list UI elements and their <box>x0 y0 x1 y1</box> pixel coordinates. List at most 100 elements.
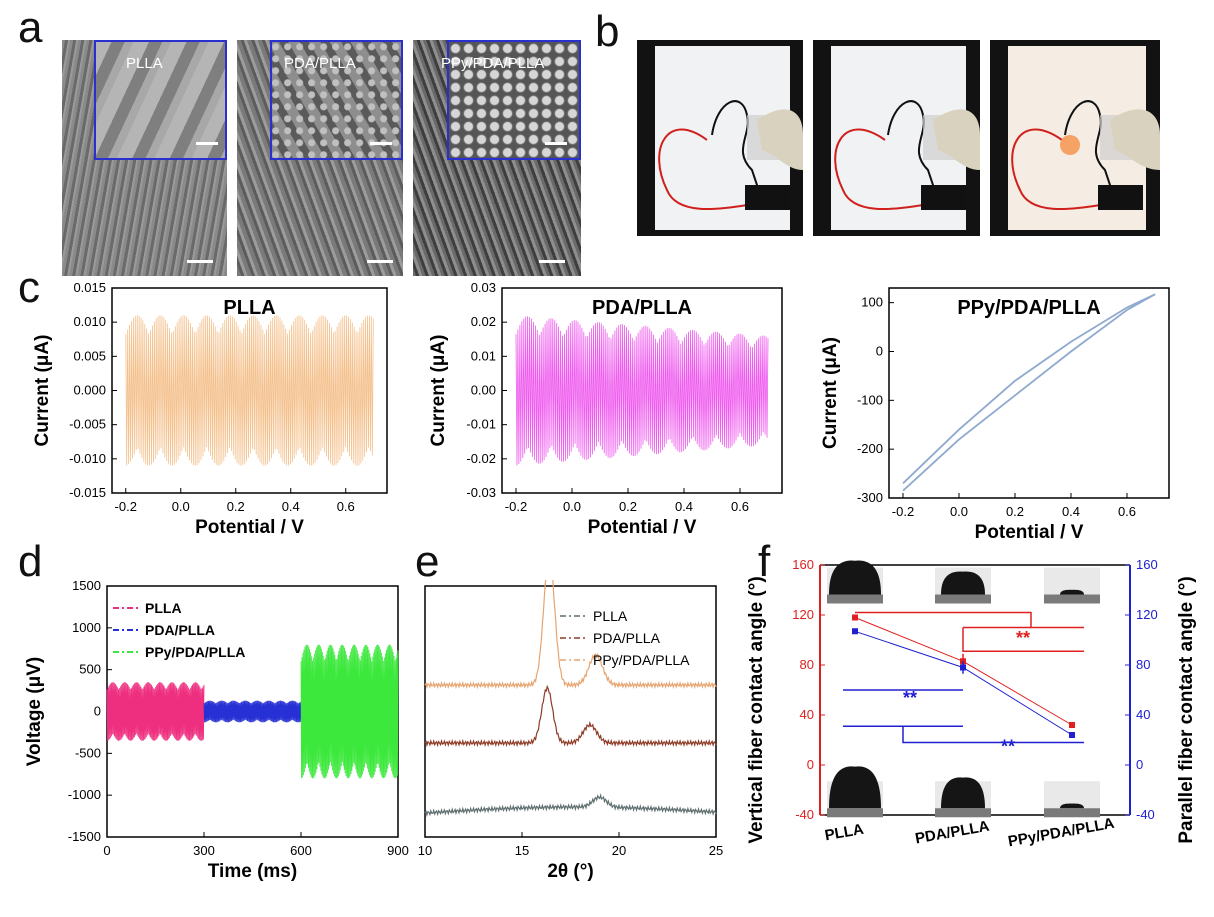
x-tick-label: 0.2 <box>227 499 245 514</box>
scale-bar <box>545 142 567 145</box>
category-label: PPy/PDA/PLLA <box>1007 815 1116 850</box>
x-tick-label: 300 <box>193 843 215 858</box>
x-axis-label: Potential / V <box>588 517 697 538</box>
data-point <box>1069 722 1075 728</box>
data-point <box>1069 732 1075 738</box>
y-axis-label: Current (μA) <box>32 335 53 447</box>
y-tick-label-right: 40 <box>1136 707 1150 722</box>
x-tick-label: 15 <box>515 843 529 858</box>
panel-label-a: a <box>18 3 43 52</box>
x-tick-label: -0.2 <box>892 504 914 519</box>
chart-voltage-time: 0 300 600 900 -1500 -1000 -500 0 500 1000 1500 Time… <box>24 580 409 882</box>
y-tick-label: 1500 <box>72 580 101 593</box>
inset-label: PLLA <box>126 55 163 72</box>
chart-title: PPy/PDA/PLLA <box>957 297 1100 319</box>
x-tick-label: 20 <box>612 843 626 858</box>
y-tick-label: -0.03 <box>466 485 496 500</box>
x-tick-label: -0.2 <box>115 499 137 514</box>
y-tick-label: 0.015 <box>73 280 106 295</box>
photo-circuit-3-led-lit <box>990 40 1160 236</box>
x-axis-label: Time (ms) <box>208 861 297 882</box>
legend-label: PPy/PDA/PLLA <box>145 644 245 660</box>
y-tick-label: 0.000 <box>73 383 106 398</box>
scale-bar <box>370 142 392 145</box>
significance-mark: ** <box>903 688 917 708</box>
x-tick-label: 0.4 <box>1062 504 1080 519</box>
droplet-image <box>1044 567 1100 604</box>
y-tick-label: 0.010 <box>73 314 106 329</box>
cv-trace-plla <box>125 315 374 466</box>
sem-inset-plla: PLLA <box>94 40 227 160</box>
y-tick-label: -1000 <box>68 787 101 802</box>
y-tick-label: -200 <box>857 441 883 456</box>
xrd-pattern <box>424 684 717 748</box>
y-axis-label: Current (μA) <box>820 337 841 449</box>
y-tick-label-right: 0 <box>1136 757 1143 772</box>
x-tick-label: 0.0 <box>563 499 581 514</box>
x-tick-label: 25 <box>709 843 723 858</box>
x-axis-label: Potential / V <box>195 517 304 538</box>
chart-cv-ppy-pda-plla: -0.2 0.0 0.2 0.4 0.6 -300 -200 -100 0 100 Potentia… <box>820 287 1170 543</box>
category-label: PLLA <box>823 821 865 845</box>
y-tick-label: 0 <box>876 343 883 358</box>
y-tick-label: 500 <box>79 662 101 677</box>
cv-loop-forward <box>902 293 1156 484</box>
significance-bracket <box>843 725 1084 744</box>
chart-xrd: 10 15 20 25 2θ (°) PLLA PDA/PLLA PPy/PDA/PLLA <box>418 580 723 882</box>
y-axis-label: Current (μA) <box>428 335 449 447</box>
y-tick-label-right: 120 <box>1136 607 1158 622</box>
xrd-pattern <box>424 793 717 818</box>
x-tick-label: 0.2 <box>1006 504 1024 519</box>
y-axis-label-left: Vertical fiber contact angle (°) <box>746 576 767 843</box>
y-axis-label-right: Parallel fiber contact angle (°) <box>1176 576 1197 843</box>
xrd-pattern <box>424 580 717 690</box>
y-tick-label: 100 <box>861 295 883 310</box>
photo-circuit-1 <box>637 40 803 236</box>
data-point <box>852 614 858 621</box>
y-tick-label: -300 <box>857 490 883 505</box>
data-point <box>960 664 966 671</box>
droplet-image <box>827 560 883 604</box>
data-point <box>852 628 858 635</box>
legend-label: PLLA <box>145 600 182 616</box>
y-tick-label: 0.005 <box>73 348 106 363</box>
voltage-trace <box>300 644 399 779</box>
x-tick-label: 0.6 <box>1118 504 1136 519</box>
significance-bracket <box>962 626 1084 652</box>
x-tick-label: 0.2 <box>619 499 637 514</box>
sem-inset-pda-plla: PDA/PLLA <box>270 40 403 160</box>
panel-label-e: e <box>415 537 440 586</box>
y-tick-label: -0.02 <box>466 451 496 466</box>
y-tick-label-left: -40 <box>795 807 814 822</box>
legend-label: PDA/PLLA <box>145 622 215 638</box>
voltage-trace <box>203 700 302 723</box>
scale-bar <box>539 260 565 263</box>
y-tick-label: 0.01 <box>471 348 496 363</box>
cv-trace-pda-plla <box>515 316 769 466</box>
y-tick-label-right: -40 <box>1136 807 1155 822</box>
scale-bar <box>367 260 393 263</box>
y-tick-label: 0.00 <box>471 383 496 398</box>
y-tick-label: -500 <box>75 745 101 760</box>
category-label: PDA/PLLA <box>914 818 991 848</box>
y-axis-label: Voltage (μV) <box>24 657 45 766</box>
x-tick-label: 600 <box>290 843 312 858</box>
y-tick-label-left: 40 <box>800 707 814 722</box>
scale-bar <box>187 260 213 263</box>
sem-inset-ppy-pda-plla: PPy/PDA/PLLA <box>441 40 581 160</box>
inset-label: PPy/PDA/PLLA <box>441 55 545 72</box>
x-tick-label: 0.6 <box>337 499 355 514</box>
panel-label-d: d <box>18 537 43 586</box>
plot-frame <box>888 287 1170 499</box>
y-tick-label-left: 120 <box>792 607 814 622</box>
y-tick-label-right: 80 <box>1136 657 1150 672</box>
significance-mark: ** <box>1016 628 1030 648</box>
chart-cv-pda-plla: -0.2 0.0 0.2 0.4 0.6 -0.03 -0.02 -0.01 0.00 0.01 0… <box>428 280 783 538</box>
photo-circuit-2 <box>813 40 980 236</box>
y-tick-label-left: 0 <box>807 757 814 772</box>
y-tick-label: 1000 <box>72 620 101 635</box>
x-tick-label: 0 <box>103 843 110 858</box>
panel-label-b: b <box>595 7 620 56</box>
droplet-image <box>827 766 883 818</box>
panel-label-c: c <box>18 263 40 312</box>
